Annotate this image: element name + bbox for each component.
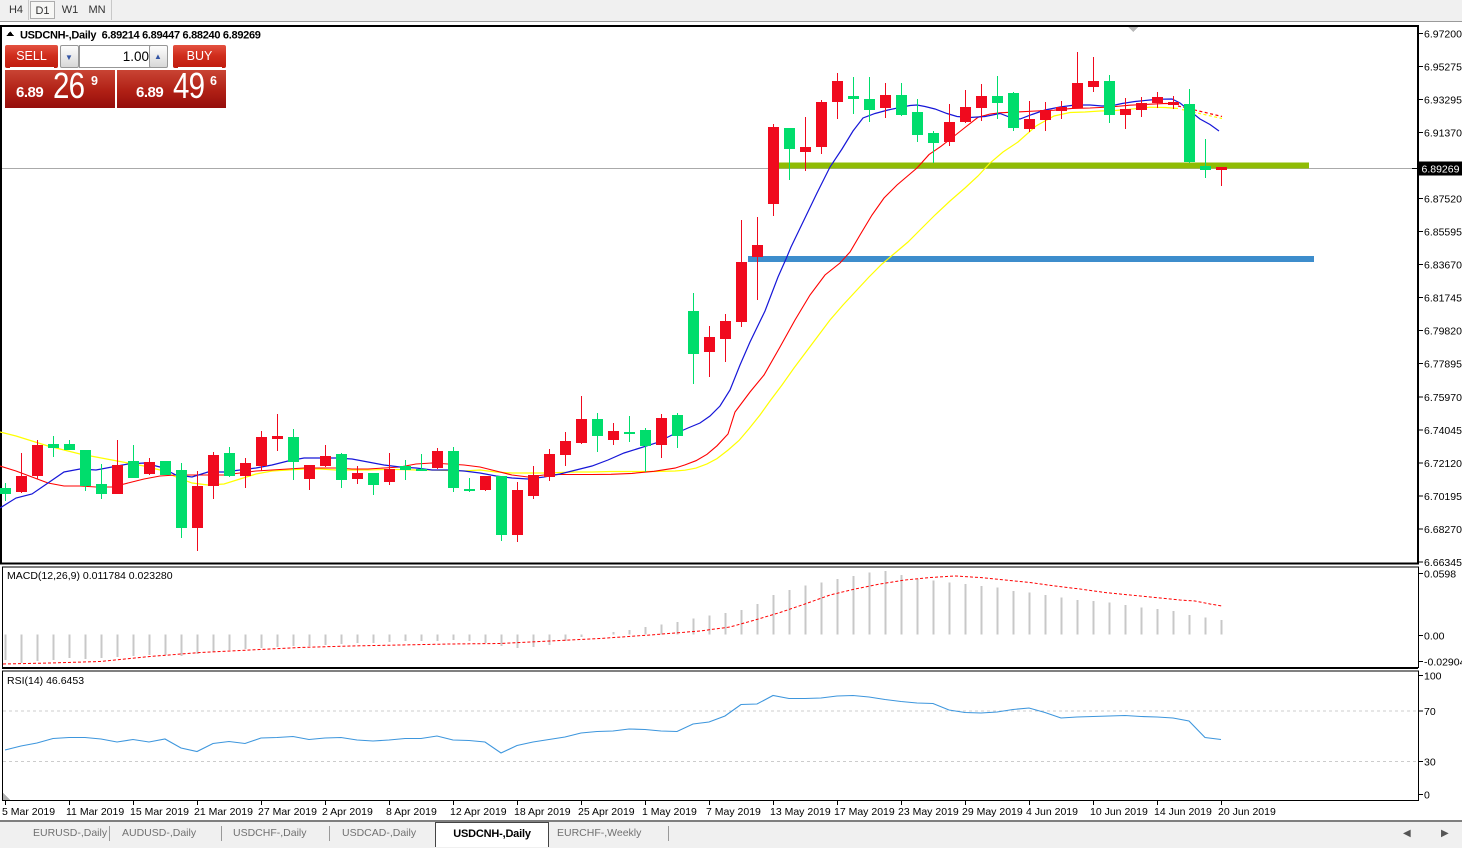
- svg-text:6.79820: 6.79820: [1424, 326, 1462, 338]
- svg-text:11 Mar 2019: 11 Mar 2019: [66, 806, 124, 818]
- svg-text:USDCNH-,Daily 6.89214 6.89447: USDCNH-,Daily 6.89214 6.89447 6.88240 6.…: [20, 30, 261, 42]
- svg-text:6.68270: 6.68270: [1424, 524, 1462, 536]
- svg-text:20 Jun 2019: 20 Jun 2019: [1218, 806, 1276, 818]
- svg-text:15 Mar 2019: 15 Mar 2019: [130, 806, 189, 818]
- svg-text:6.81745: 6.81745: [1424, 293, 1462, 305]
- svg-text:MACD(12,26,9) 0.011784 0.02328: MACD(12,26,9) 0.011784 0.023280: [7, 570, 173, 582]
- svg-text:RSI(14) 46.6453: RSI(14) 46.6453: [7, 675, 84, 687]
- svg-text:23 May 2019: 23 May 2019: [898, 806, 959, 818]
- svg-text:6.75970: 6.75970: [1424, 392, 1462, 404]
- svg-text:6.85595: 6.85595: [1424, 227, 1462, 239]
- svg-text:1 May 2019: 1 May 2019: [642, 806, 697, 818]
- svg-text:7 May 2019: 7 May 2019: [706, 806, 761, 818]
- svg-text:6.66345: 6.66345: [1424, 557, 1462, 569]
- svg-text:6.70195: 6.70195: [1424, 491, 1462, 503]
- svg-text:6.89269: 6.89269: [1422, 164, 1460, 176]
- svg-text:6.87520: 6.87520: [1424, 194, 1462, 206]
- svg-text:10 Jun 2019: 10 Jun 2019: [1090, 806, 1148, 818]
- svg-text:14 Jun 2019: 14 Jun 2019: [1154, 806, 1212, 818]
- svg-text:27 Mar 2019: 27 Mar 2019: [258, 806, 317, 818]
- svg-text:21 Mar 2019: 21 Mar 2019: [194, 806, 253, 818]
- svg-text:6.91370: 6.91370: [1424, 128, 1462, 140]
- svg-text:100: 100: [1424, 671, 1442, 683]
- svg-text:25 Apr 2019: 25 Apr 2019: [578, 806, 635, 818]
- svg-text:29 May 2019: 29 May 2019: [962, 806, 1023, 818]
- svg-text:6.95275: 6.95275: [1424, 62, 1462, 74]
- svg-text:6.93295: 6.93295: [1424, 95, 1462, 107]
- svg-text:13 May 2019: 13 May 2019: [770, 806, 831, 818]
- svg-text:0.00: 0.00: [1424, 631, 1445, 643]
- svg-text:-0.029049: -0.029049: [1424, 657, 1462, 669]
- svg-text:70: 70: [1424, 706, 1436, 718]
- svg-text:4 Jun 2019: 4 Jun 2019: [1026, 806, 1078, 818]
- svg-text:12 Apr 2019: 12 Apr 2019: [450, 806, 507, 818]
- svg-text:2 Apr 2019: 2 Apr 2019: [322, 806, 373, 818]
- svg-text:18 Apr 2019: 18 Apr 2019: [514, 806, 571, 818]
- svg-text:30: 30: [1424, 757, 1436, 769]
- svg-text:0: 0: [1424, 790, 1430, 802]
- svg-text:6.97200: 6.97200: [1424, 29, 1462, 41]
- svg-text:5 Mar 2019: 5 Mar 2019: [2, 806, 55, 818]
- svg-text:17 May 2019: 17 May 2019: [834, 806, 895, 818]
- svg-text:6.83670: 6.83670: [1424, 260, 1462, 272]
- svg-text:6.74045: 6.74045: [1424, 425, 1462, 437]
- svg-text:6.77895: 6.77895: [1424, 359, 1462, 371]
- svg-text:6.72120: 6.72120: [1424, 458, 1462, 470]
- svg-text:0.0598: 0.0598: [1424, 569, 1456, 581]
- svg-text:8 Apr 2019: 8 Apr 2019: [386, 806, 437, 818]
